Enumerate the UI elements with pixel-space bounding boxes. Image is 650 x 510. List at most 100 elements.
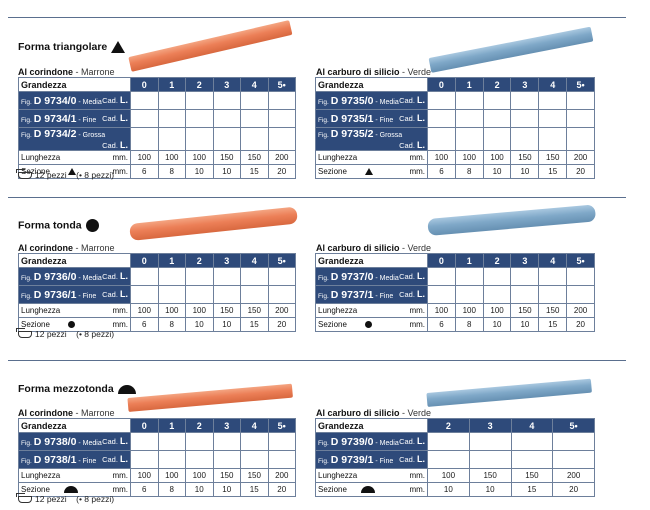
- article-row: Fig. D 9736/0 - Media Cad. L.: [18, 267, 296, 286]
- header-label: Grandezza: [315, 77, 428, 92]
- price-cell: [157, 432, 186, 451]
- section-cell: 10: [212, 317, 241, 332]
- length-cell: 100: [454, 303, 484, 318]
- price-cell: [212, 127, 241, 151]
- length-cell: 200: [566, 150, 595, 165]
- hand-pack-icon: [16, 328, 32, 339]
- price-cell: [212, 109, 241, 128]
- section-cell: 10: [468, 482, 512, 497]
- section-cell: 10: [185, 482, 214, 497]
- section-cell: 20: [552, 482, 595, 497]
- section-cell: 6: [130, 164, 159, 179]
- divider-top: [8, 17, 626, 18]
- length-label: Lunghezza mm.: [315, 150, 428, 165]
- size-header: 2: [482, 77, 512, 92]
- price-cell: [240, 450, 269, 469]
- section-cell: 20: [267, 317, 296, 332]
- price-cell: [510, 109, 540, 128]
- article-code-cell: Fig. D 9736/0 - Media Cad. L.: [18, 267, 131, 286]
- section-label: Sezione mm.: [315, 164, 428, 179]
- size-header: 5•: [566, 253, 595, 268]
- size-header: 4: [538, 77, 568, 92]
- section-cell: 10: [212, 482, 241, 497]
- section-shape-icon: [63, 486, 78, 494]
- price-cell: [427, 91, 456, 110]
- price-cell: [566, 285, 595, 304]
- section-shape-icon: [364, 321, 372, 329]
- section-cell: 8: [157, 317, 186, 332]
- price-cell: [454, 285, 484, 304]
- section-cell: 6: [427, 164, 456, 179]
- price-cell: [454, 267, 484, 286]
- table-caption: Al carburo di silicio - Verde: [316, 67, 432, 77]
- size-header: 5•: [566, 77, 595, 92]
- size-header: 4: [510, 418, 554, 433]
- length-cell: 100: [157, 150, 186, 165]
- rod-image-carburo: [427, 204, 597, 236]
- section-label: Sezione mm.: [315, 317, 428, 332]
- section-row: Sezione mm. 6 8 10 10 15 20: [18, 317, 296, 332]
- size-header: 5•: [267, 418, 296, 433]
- price-cell: [538, 109, 568, 128]
- header-label: Grandezza: [18, 77, 131, 92]
- article-code-cell: Fig. D 9737/1 - Fine Cad. L.: [315, 285, 428, 304]
- price-cell: [427, 127, 456, 151]
- size-header: 1: [157, 253, 186, 268]
- length-cell: 150: [212, 150, 241, 165]
- size-header: 5•: [267, 253, 296, 268]
- price-cell: [427, 285, 456, 304]
- price-cell: [267, 450, 296, 469]
- length-cell: 100: [130, 468, 159, 483]
- price-cell: [212, 267, 241, 286]
- size-header: 2: [482, 253, 512, 268]
- price-cell: [212, 450, 241, 469]
- price-cell: [130, 432, 159, 451]
- section-cell: 10: [427, 482, 470, 497]
- circle-icon: [85, 219, 99, 232]
- article-code-cell: Fig. D 9735/1 - Fine Cad. L.: [315, 109, 428, 128]
- size-header: 3: [468, 418, 512, 433]
- price-cell: [427, 109, 456, 128]
- size-header: 0: [130, 418, 159, 433]
- price-cell: [454, 109, 484, 128]
- size-header: 2: [427, 418, 470, 433]
- price-cell: [185, 267, 214, 286]
- length-cell: 100: [427, 468, 470, 483]
- length-label: Lunghezza mm.: [18, 303, 131, 318]
- section-cell: 15: [240, 164, 269, 179]
- size-header: 0: [427, 77, 456, 92]
- article-row: Fig. D 9738/0 - Media Cad. L.: [18, 432, 296, 451]
- price-cell: [427, 267, 456, 286]
- price-cell: [185, 285, 214, 304]
- section-label: Sezione mm.: [18, 482, 131, 497]
- length-cell: 100: [454, 150, 484, 165]
- length-cell: 150: [538, 150, 568, 165]
- price-cell: [212, 91, 241, 110]
- section-title-tonda: Forma tonda: [18, 219, 99, 232]
- price-cell: [510, 285, 540, 304]
- section-cell: 10: [510, 164, 540, 179]
- divider-2: [8, 360, 626, 361]
- price-cell: [566, 91, 595, 110]
- section-shape-icon: [360, 486, 375, 494]
- price-cell: [240, 127, 269, 151]
- price-cell: [510, 267, 540, 286]
- price-cell: [157, 267, 186, 286]
- length-row: Lunghezza mm. 100 100 100 150 150 200: [18, 303, 296, 318]
- section-cell: 10: [482, 164, 512, 179]
- length-cell: 150: [510, 303, 540, 318]
- table-caption: Al corindone - Marrone: [18, 67, 115, 77]
- section-title-triangolare: Forma triangolare: [18, 41, 126, 54]
- rod-image-corindone: [127, 383, 293, 412]
- article-code-cell: Fig. D 9734/1 - Fine Cad. L.: [18, 109, 131, 128]
- price-cell: [510, 450, 554, 469]
- length-cell: 150: [212, 468, 241, 483]
- table-caption: Al corindone - Marrone: [18, 408, 115, 418]
- spec-table: Grandezza 0 1 2 3 4 5• Fig. D 9735/0 - Media Cad…: [315, 77, 595, 179]
- price-cell: [566, 127, 595, 151]
- length-cell: 100: [482, 150, 512, 165]
- section-row: Sezione mm. 6 8 10 10 15 20: [18, 164, 296, 179]
- section-cell: 20: [566, 164, 595, 179]
- price-cell: [468, 450, 512, 469]
- length-cell: 150: [538, 303, 568, 318]
